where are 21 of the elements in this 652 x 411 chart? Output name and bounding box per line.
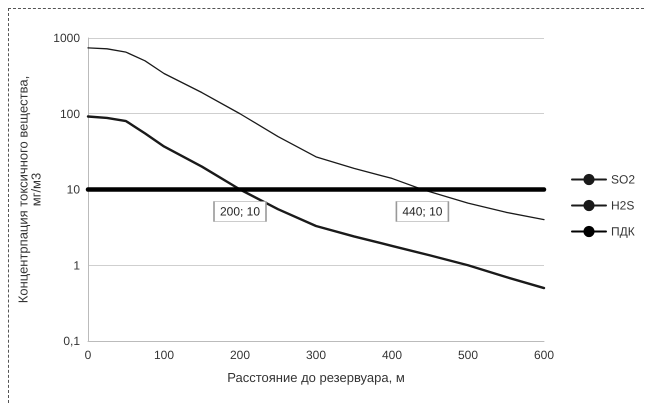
x-tick-label: 500 [458,348,478,362]
x-tick-label: 200 [230,348,250,362]
x-tick-label: 300 [306,348,326,362]
x-tick-label: 400 [382,348,402,362]
y-tick-label: 100 [60,106,80,121]
y-tick-label: 1000 [53,31,80,45]
y-tick-label: 10 [66,182,80,196]
x-tick-label: 0 [84,348,92,362]
line-series [86,115,546,290]
line-series [87,47,545,220]
y-tick-label: 1 [73,258,80,272]
annotation: 200; 10 [220,204,260,218]
legend-label: H2S [610,198,634,212]
y-tick-label: 0,1 [63,334,80,348]
y-axis-title: Концентрпация токсичного вещества, мг/м3 [15,76,44,304]
x-axis-title: Расстояние до резервуара, м [227,370,405,385]
legend-label: ПДК [610,224,635,238]
x-tick-label: 600 [534,348,554,362]
legend-label: SO2 [610,172,636,186]
annotation: 440; 10 [402,204,443,218]
x-tick-label: 100 [154,348,174,362]
